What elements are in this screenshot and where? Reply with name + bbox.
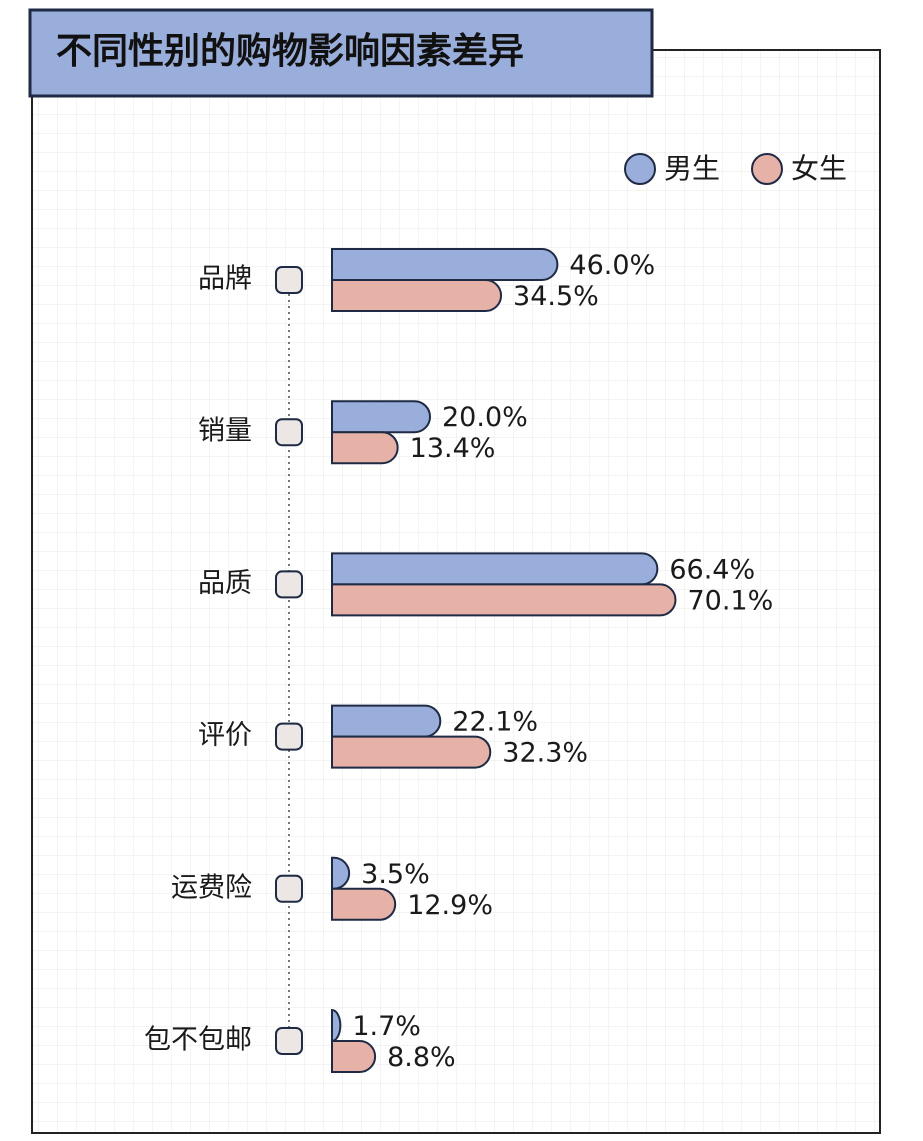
bar-female-free-shipping [331, 1040, 377, 1073]
bar-male-sales [331, 400, 431, 434]
value-label-male-quality: 66.4% [669, 554, 755, 585]
category-label-brand: 品牌 [198, 264, 252, 295]
category-label-shipping-insurance: 运费险 [171, 872, 252, 903]
bar-female-sales [331, 431, 399, 465]
legend-label-male: 男生 [664, 152, 720, 185]
bar-male-review [331, 704, 442, 738]
category-label-review: 评价 [198, 720, 252, 751]
category-marker-quality [275, 570, 303, 599]
value-label-male-free-shipping: 1.7% [352, 1011, 421, 1042]
value-label-female-sales: 13.4% [410, 433, 496, 464]
category-label-free-shipping: 包不包邮 [144, 1025, 252, 1056]
value-label-female-brand: 34.5% [513, 281, 599, 312]
category-marker-review [275, 722, 303, 751]
bar-male-brand [331, 248, 559, 281]
legend-swatch-male [624, 153, 656, 185]
bar-female-brand [331, 279, 502, 312]
category-marker-shipping-insurance [275, 874, 303, 903]
category-marker-brand [275, 266, 303, 294]
value-label-female-review: 32.3% [502, 738, 588, 769]
value-label-male-review: 22.1% [452, 707, 538, 738]
value-label-male-brand: 46.0% [569, 250, 655, 281]
legend-label-female: 女生 [791, 152, 847, 185]
value-label-female-free-shipping: 8.8% [387, 1042, 456, 1073]
value-label-male-shipping-insurance: 3.5% [361, 859, 430, 890]
value-label-female-shipping-insurance: 12.9% [407, 890, 493, 921]
bar-female-shipping-insurance [331, 887, 397, 921]
bar-female-quality [331, 583, 677, 617]
legend-swatch-female [751, 153, 783, 185]
category-marker-sales [275, 418, 303, 447]
bar-female-review [331, 735, 492, 769]
bars-layer: 品牌 46.0%34.5% 销量 20.0%13.4% 品质 66.4%70.1% 评价 22… [144, 248, 773, 1073]
value-label-female-quality: 70.1% [687, 585, 773, 616]
category-label-sales: 销量 [198, 416, 252, 447]
title-banner [28, 8, 654, 98]
legend: 男生 女生 [624, 152, 847, 185]
bar-male-quality [331, 552, 659, 586]
value-label-male-sales: 20.0% [442, 402, 528, 433]
chart-title: 不同性别的购物影响因素差异 [56, 31, 524, 72]
category-marker-free-shipping [275, 1027, 303, 1055]
category-label-quality: 品质 [198, 568, 252, 599]
